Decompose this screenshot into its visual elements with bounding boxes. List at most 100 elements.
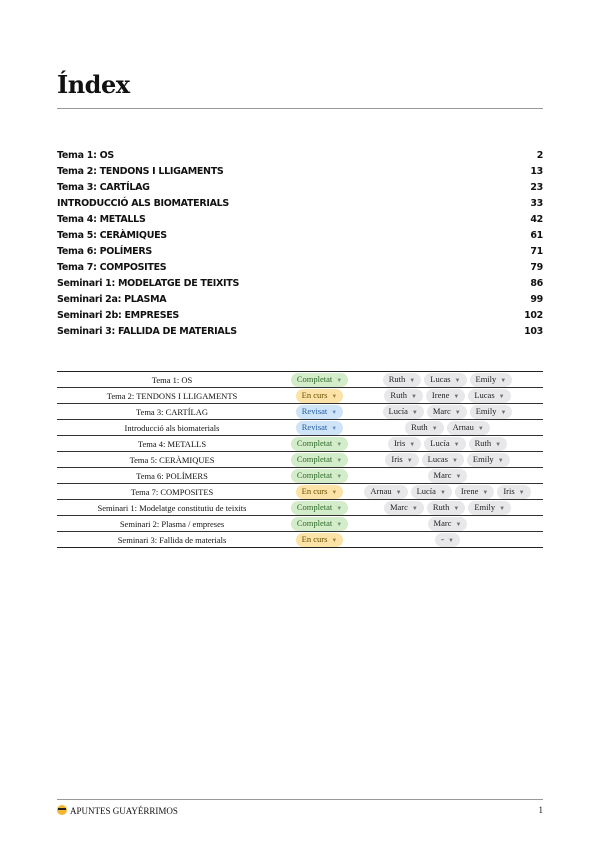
chevron-down-icon: ▼: [336, 457, 343, 464]
chevron-down-icon: ▼: [500, 377, 507, 384]
status-select[interactable]: Completat ▼: [290, 372, 349, 387]
person-tag[interactable]: Arnau ▼: [446, 420, 490, 435]
toc-entry[interactable]: Seminari 1: MODELATGE DE TEIXITS 86: [57, 276, 543, 292]
status-label: Completat: [296, 453, 333, 464]
status-select[interactable]: Revisat ▼: [295, 404, 344, 419]
person-tag[interactable]: Lucía ▼: [410, 484, 452, 499]
toc-entry[interactable]: Tema 6: POLÍMERS 71: [57, 244, 543, 260]
chevron-down-icon: ▼: [431, 425, 438, 432]
toc-label[interactable]: Tema 6: POLÍMERS: [57, 246, 152, 257]
person-tag[interactable]: Irene ▼: [425, 388, 466, 403]
person-tag[interactable]: Ruth ▼: [468, 436, 508, 451]
person-name: Marc: [432, 405, 451, 416]
person-tag[interactable]: - ▼: [435, 532, 460, 547]
chevron-down-icon: ▼: [453, 441, 460, 448]
chevron-down-icon: ▼: [406, 457, 413, 464]
chevron-down-icon: ▼: [411, 505, 418, 512]
toc-label[interactable]: Tema 2: TENDONS I LLIGAMENTS: [57, 166, 224, 177]
person-tag[interactable]: Ruth ▼: [384, 388, 423, 403]
toc-entry[interactable]: Seminari 2b: EMPRESES 102: [57, 308, 543, 324]
toc-entry[interactable]: Tema 2: TENDONS I LLIGAMENTS 13: [57, 164, 543, 180]
toc-label[interactable]: Tema 1: OS: [57, 150, 114, 161]
person-name: Arnau: [370, 485, 392, 496]
person-tag[interactable]: Iris ▼: [387, 436, 422, 451]
person-name: Iris: [393, 437, 406, 448]
person-name: Ruth: [390, 389, 407, 400]
chevron-down-icon: ▼: [336, 377, 343, 384]
toc-entry[interactable]: Tema 1: OS 2: [57, 148, 543, 164]
person-name: Ruth: [411, 421, 428, 432]
status-select[interactable]: Completat ▼: [290, 468, 349, 483]
status-select[interactable]: Revisat ▼: [295, 420, 344, 435]
toc-entry[interactable]: Tema 3: CARTÍLAG 23: [57, 180, 543, 196]
people-cell: Iris ▼ Lucía ▼ Ruth ▼: [352, 436, 543, 451]
person-tag[interactable]: Irene ▼: [454, 484, 495, 499]
person-tag[interactable]: Ruth ▼: [382, 372, 422, 387]
people-cell: Marc ▼: [352, 516, 543, 531]
person-tag[interactable]: Marc ▼: [427, 516, 468, 531]
person-tag[interactable]: Ruth ▼: [426, 500, 466, 515]
status-select[interactable]: En curs ▼: [295, 532, 344, 547]
person-tag[interactable]: Marc ▼: [427, 468, 468, 483]
person-tag[interactable]: Lucía ▼: [382, 404, 424, 419]
person-tag[interactable]: Lucas ▼: [421, 452, 464, 467]
person-tag[interactable]: Emily ▼: [466, 452, 510, 467]
toc-label[interactable]: Seminari 1: MODELATGE DE TEIXITS: [57, 278, 239, 289]
chevron-down-icon: ▼: [395, 489, 402, 496]
person-tag[interactable]: Emily ▼: [469, 372, 513, 387]
person-tag[interactable]: Marc ▼: [383, 500, 424, 515]
table-row: Introducció als biomaterials Revisat ▼ Ru…: [57, 420, 543, 436]
toc-entry[interactable]: Tema 5: CERÀMIQUES 61: [57, 228, 543, 244]
topic-name: Tema 7: COMPOSITES: [130, 486, 214, 497]
status-select[interactable]: Completat ▼: [290, 452, 349, 467]
person-tag[interactable]: Lucía ▼: [424, 436, 466, 451]
table-row: Tema 3: CARTÍLAG Revisat ▼ Lucía ▼ Marc ▼ Emi…: [57, 404, 543, 420]
toc-label[interactable]: Tema 4: METALLS: [57, 214, 146, 225]
person-name: Lucas: [430, 373, 451, 384]
toc-page: 23: [530, 182, 543, 193]
footer-divider: [57, 799, 543, 800]
people-cell: Marc ▼: [352, 468, 543, 483]
toc-label[interactable]: Seminari 2a: PLASMA: [57, 294, 167, 305]
chevron-down-icon: ▼: [499, 505, 506, 512]
page-number: 1: [538, 805, 544, 815]
chevron-down-icon: ▼: [453, 505, 460, 512]
person-tag[interactable]: Arnau ▼: [364, 484, 408, 499]
status-select[interactable]: En curs ▼: [295, 484, 344, 499]
person-tag[interactable]: Iris ▼: [497, 484, 531, 499]
people-cell: Ruth ▼ Arnau ▼: [352, 420, 543, 435]
page-title: Índex: [57, 70, 130, 99]
toc-label[interactable]: Tema 7: COMPOSITES: [57, 262, 167, 273]
table-row: Tema 4: METALLS Completat ▼ Iris ▼ Lucía ▼ Ru…: [57, 436, 543, 452]
person-name: Lucas: [427, 453, 448, 464]
toc-label[interactable]: Tema 3: CARTÍLAG: [57, 182, 150, 193]
status-select[interactable]: Completat ▼: [290, 500, 349, 515]
person-tag[interactable]: Iris ▼: [385, 452, 419, 467]
topic-name: Tema 5: CERÀMIQUES: [129, 454, 215, 465]
person-tag[interactable]: Lucas ▼: [424, 372, 467, 387]
brand-text: APUNTES GUAYÉRRIMOS: [70, 806, 178, 816]
status-select[interactable]: Completat ▼: [290, 516, 349, 531]
person-tag[interactable]: Emily ▼: [469, 404, 513, 419]
toc-label[interactable]: Tema 5: CERÀMIQUES: [57, 230, 167, 241]
status-select[interactable]: En curs ▼: [295, 388, 344, 403]
person-tag[interactable]: Lucas ▼: [468, 388, 511, 403]
person-tag[interactable]: Ruth ▼: [405, 420, 444, 435]
status-select[interactable]: Completat ▼: [290, 436, 349, 451]
chevron-down-icon: ▼: [455, 473, 462, 480]
status-label: Completat: [296, 373, 333, 384]
toc-entry[interactable]: Tema 4: METALLS 42: [57, 212, 543, 228]
chevron-down-icon: ▼: [500, 409, 507, 416]
person-tag[interactable]: Emily ▼: [468, 500, 512, 515]
toc-entry[interactable]: Tema 7: COMPOSITES 79: [57, 260, 543, 276]
table-row: Tema 6: POLÍMERS Completat ▼ Marc ▼: [57, 468, 543, 484]
person-name: Emily: [472, 453, 494, 464]
toc-entry[interactable]: Seminari 3: FALLIDA DE MATERIALS 103: [57, 324, 543, 340]
toc-entry[interactable]: Seminari 2a: PLASMA 99: [57, 292, 543, 308]
toc-entry[interactable]: INTRODUCCIÓ ALS BIOMATERIALS 33: [57, 196, 543, 212]
toc-label[interactable]: INTRODUCCIÓ ALS BIOMATERIALS: [57, 198, 229, 209]
status-table: Tema 1: OS Completat ▼ Ruth ▼ Lucas ▼ Emily ▼ T…: [57, 371, 543, 548]
toc-label[interactable]: Seminari 2b: EMPRESES: [57, 310, 179, 321]
person-tag[interactable]: Marc ▼: [426, 404, 467, 419]
toc-label[interactable]: Seminari 3: FALLIDA DE MATERIALS: [57, 326, 237, 337]
